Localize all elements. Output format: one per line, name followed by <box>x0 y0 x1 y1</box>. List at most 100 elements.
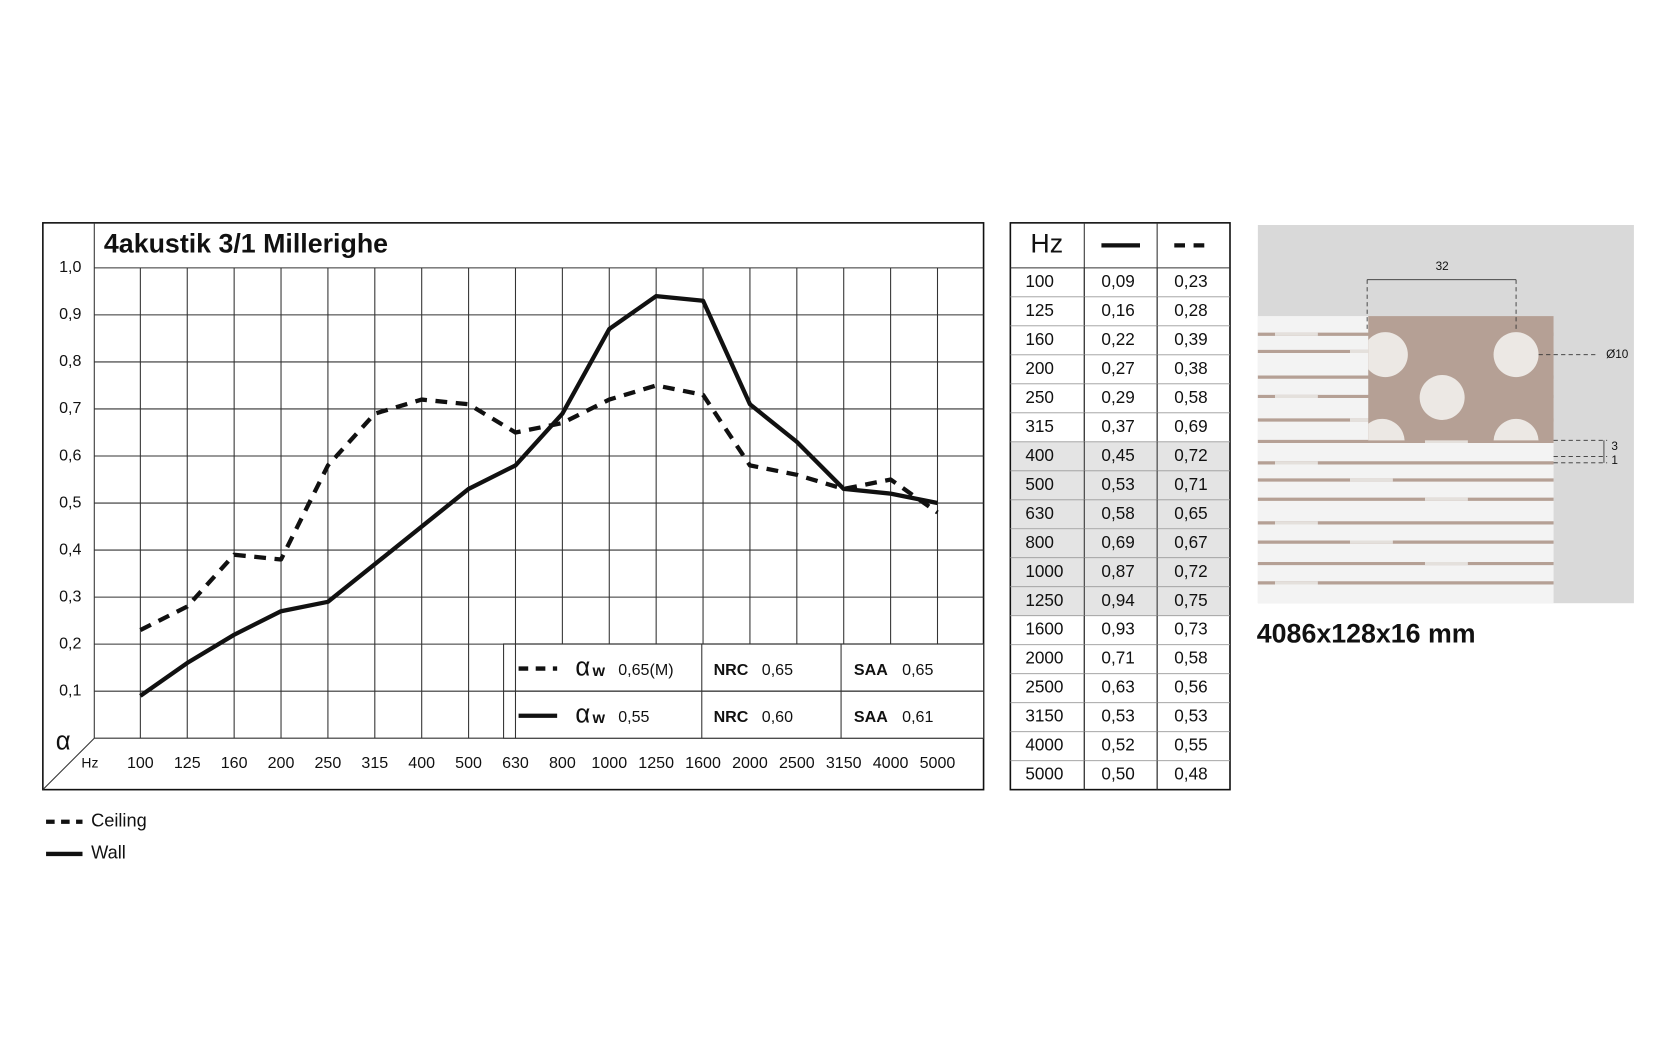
table-value: 0,71 <box>1101 648 1134 668</box>
alpha-value: 0,65(M) <box>618 661 673 679</box>
table-value: 0,29 <box>1101 387 1134 407</box>
table-value: 0,58 <box>1174 387 1207 407</box>
x-tick-label: 2500 <box>779 754 815 772</box>
x-tick-label: 4000 <box>873 754 909 772</box>
table-value: 0,55 <box>1174 735 1207 755</box>
table-hz: 400 <box>1025 445 1054 465</box>
table-value: 0,45 <box>1101 445 1134 465</box>
legend-label: Wall <box>91 843 126 863</box>
series-line <box>139 383 939 632</box>
table-hz: 2000 <box>1025 648 1063 668</box>
alpha-symbol: α <box>575 653 590 681</box>
table-value: 0,53 <box>1174 706 1207 726</box>
x-tick-label: 125 <box>174 754 201 772</box>
table-value: 0,38 <box>1174 358 1207 378</box>
table-hz: 100 <box>1025 271 1054 291</box>
table-value: 0,52 <box>1101 735 1134 755</box>
hole <box>1419 375 1465 420</box>
y-axis-label: α <box>56 727 71 755</box>
nrc-label: NRC <box>714 708 749 726</box>
table-hz: 1250 <box>1025 590 1063 610</box>
table-value: 0,53 <box>1101 474 1134 494</box>
table-value: 0,72 <box>1174 561 1207 581</box>
table-hz: 5000 <box>1025 764 1063 784</box>
dimension-lines <box>1366 279 1608 464</box>
row-highlight <box>1011 557 1229 587</box>
x-tick-label: 160 <box>221 754 248 772</box>
x-tick-label: 800 <box>549 754 576 772</box>
chart-title: 4akustik 3/1 Millerighe <box>104 228 388 258</box>
table-value: 0,37 <box>1101 416 1134 436</box>
chart-frame <box>42 222 985 791</box>
row-highlight <box>1011 499 1229 529</box>
x-tick-label: 1000 <box>591 754 627 772</box>
table-hz: 1600 <box>1025 619 1063 639</box>
x-tick-label: 200 <box>268 754 295 772</box>
hole <box>1368 418 1405 441</box>
table-value: 0,53 <box>1101 706 1134 726</box>
table-value: 0,63 <box>1101 677 1134 697</box>
x-tick-label: 250 <box>315 754 342 772</box>
gap-label: 1 <box>1611 454 1618 467</box>
table-hz: 500 <box>1025 474 1054 494</box>
alpha-sub: w <box>592 709 606 727</box>
table-value: 0,28 <box>1174 300 1207 320</box>
saa-value: 0,65 <box>902 661 933 679</box>
table-value: 0,56 <box>1174 677 1207 697</box>
table-hz: 630 <box>1025 503 1054 523</box>
table-hz: 800 <box>1025 532 1054 552</box>
table-hz: 125 <box>1025 300 1054 320</box>
table-hz: 1000 <box>1025 561 1063 581</box>
x-tick-label: 2000 <box>732 754 768 772</box>
alpha-sub: w <box>592 662 606 680</box>
table-value: 0,69 <box>1101 532 1134 552</box>
series-line <box>139 293 938 698</box>
table-value: 0,67 <box>1174 532 1207 552</box>
nrc-value: 0,65 <box>762 661 793 679</box>
table-hz: 250 <box>1025 387 1054 407</box>
row-highlight <box>1011 470 1229 500</box>
hole-label: Ø10 <box>1606 348 1629 361</box>
gap-label: 3 <box>1611 440 1618 453</box>
table-value: 0,50 <box>1101 764 1134 784</box>
table-value: 0,39 <box>1174 329 1207 349</box>
row-highlight <box>1011 441 1229 471</box>
hole <box>1493 332 1539 378</box>
table-value: 0,87 <box>1101 561 1134 581</box>
table-frame <box>1009 222 1231 791</box>
alpha-value: 0,55 <box>618 708 649 726</box>
hole <box>1368 332 1408 378</box>
table-hz: 2500 <box>1025 677 1063 697</box>
table-value: 0,48 <box>1174 764 1207 784</box>
x-axis-label: Hz <box>81 755 98 771</box>
saa-value: 0,61 <box>902 708 933 726</box>
table-value: 0,23 <box>1174 271 1207 291</box>
x-tick-label: 630 <box>502 754 529 772</box>
table-hz: 160 <box>1025 329 1054 349</box>
y-tick-label: 0,3 <box>59 587 81 605</box>
y-tick-label: 0,4 <box>59 540 81 558</box>
table-hz: 200 <box>1025 358 1054 378</box>
x-tick-label: 315 <box>361 754 388 772</box>
legend-label: Ceiling <box>91 811 147 831</box>
dimensions: 4086x128x16 mm <box>1257 618 1476 648</box>
table-value: 0,58 <box>1101 503 1134 523</box>
hole <box>1493 418 1539 441</box>
table-value: 0,71 <box>1174 474 1207 494</box>
holes <box>1368 332 1539 441</box>
x-tick-label: 3150 <box>826 754 862 772</box>
table-hz: 3150 <box>1025 706 1063 726</box>
x-tick-label: 5000 <box>920 754 956 772</box>
y-tick-label: 1,0 <box>59 258 81 276</box>
y-tick-label: 0,9 <box>59 305 81 323</box>
table-value: 0,27 <box>1101 358 1134 378</box>
y-tick-label: 0,8 <box>59 352 81 370</box>
y-tick-label: 0,7 <box>59 399 81 417</box>
table-value: 0,69 <box>1174 416 1207 436</box>
table-value: 0,09 <box>1101 271 1134 291</box>
alpha-symbol: α <box>575 701 590 729</box>
table-value: 0,94 <box>1101 590 1135 610</box>
x-tick-label: 500 <box>455 754 482 772</box>
